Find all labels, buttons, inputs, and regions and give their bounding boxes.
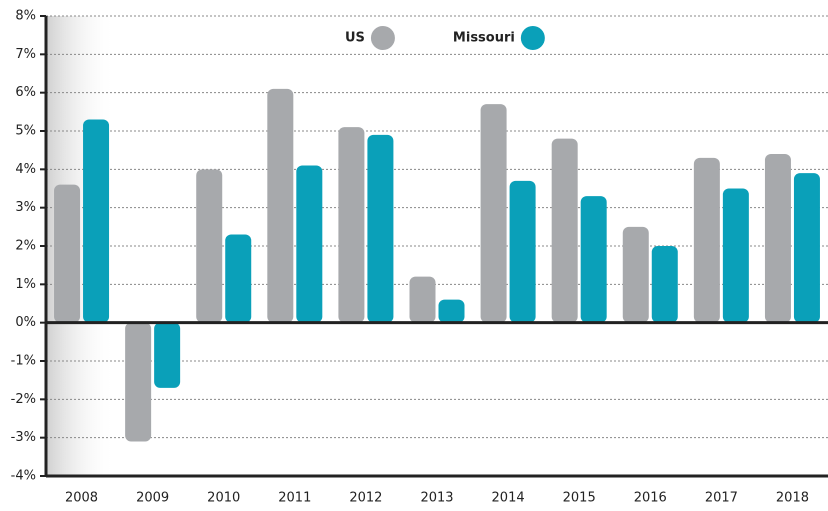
y-tick-label: 3%	[15, 200, 36, 215]
bar	[54, 184, 81, 323]
x-tick-label: 2013	[420, 491, 453, 506]
y-tick-label: 8%	[15, 9, 36, 24]
bar	[225, 234, 252, 323]
bar	[651, 246, 678, 323]
bar	[793, 173, 820, 323]
bar	[438, 299, 465, 323]
x-tick-label: 2012	[349, 491, 382, 506]
bar	[125, 322, 152, 442]
y-tick-label: 2%	[15, 239, 36, 254]
bar	[154, 322, 181, 388]
x-tick-label: 2010	[207, 491, 240, 506]
bar	[551, 138, 578, 323]
bar	[480, 104, 507, 323]
y-tick-label: 7%	[15, 47, 36, 62]
legend-swatch	[370, 26, 395, 50]
x-tick-label: 2014	[492, 491, 525, 506]
bar	[622, 226, 649, 323]
bar	[196, 169, 223, 323]
bar	[267, 88, 294, 323]
y-tick-label: 1%	[15, 277, 36, 292]
legend-swatch	[520, 26, 545, 50]
x-tick-label: 2017	[705, 491, 738, 506]
legend-label: US	[345, 31, 365, 46]
bar	[693, 157, 720, 323]
y-tick-label: -3%	[11, 430, 36, 445]
y-tick-label: -2%	[11, 392, 36, 407]
y-tick-label: 6%	[15, 85, 36, 100]
bar	[296, 165, 323, 323]
y-tick-label: 4%	[15, 162, 36, 177]
x-tick-label: 2008	[65, 491, 98, 506]
bar	[764, 154, 791, 323]
y-tick-label: 5%	[15, 124, 36, 139]
y-tick-label: -1%	[11, 354, 36, 369]
x-tick-label: 2015	[563, 491, 596, 506]
y-tick-label: -4%	[11, 469, 36, 484]
x-tick-label: 2011	[278, 491, 311, 506]
bar	[367, 134, 394, 323]
x-tick-label: 2009	[136, 491, 169, 506]
bar	[722, 188, 749, 323]
bar	[409, 276, 436, 323]
x-tick-label: 2016	[634, 491, 667, 506]
bar	[580, 196, 607, 323]
x-tick-label: 2018	[776, 491, 809, 506]
legend-label: Missouri	[453, 31, 515, 46]
bar	[509, 180, 536, 323]
bar	[338, 127, 365, 323]
y-tick-label: 0%	[15, 315, 36, 330]
bar	[83, 119, 110, 323]
